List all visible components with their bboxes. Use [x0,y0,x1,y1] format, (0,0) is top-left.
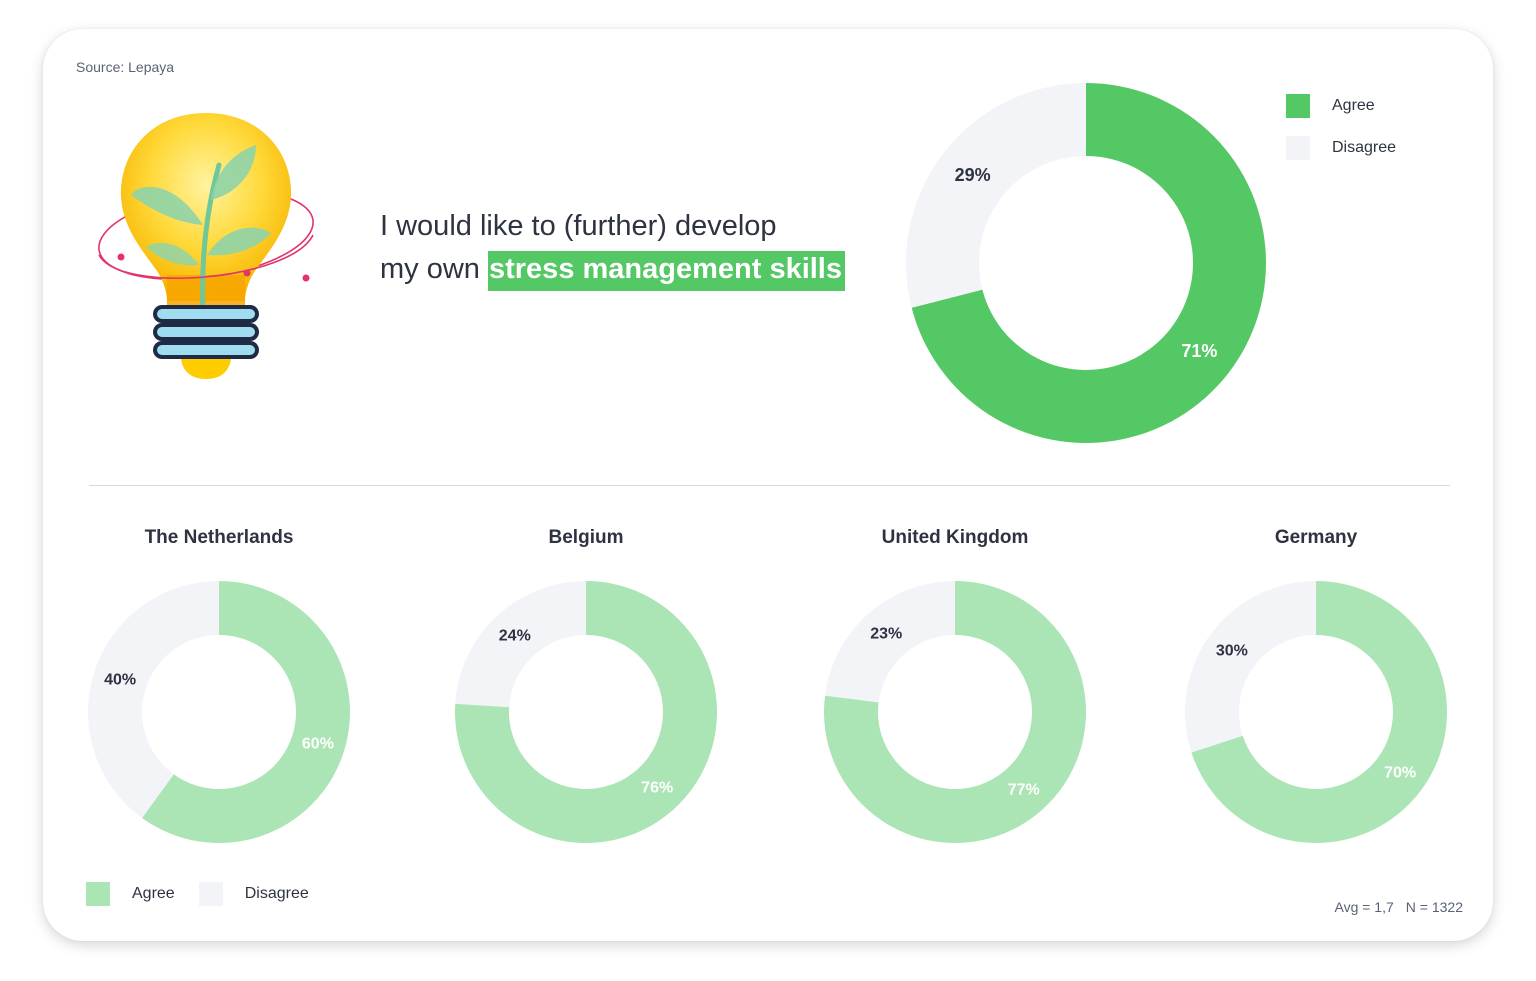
legend-disagree-label: Disagree [1332,139,1397,156]
survey-card: Source: Lepaya [43,29,1493,941]
overall-donut-svg: 71% 29% [906,83,1266,444]
source-label: Source: Lepaya [76,59,175,75]
sample-size: N = 1322 [1405,899,1463,915]
average-score: Avg = 1,7 [1334,899,1394,915]
section-divider [89,485,1450,486]
disagree-swatch [1286,136,1310,160]
lightbulb-plant-icon [98,113,314,379]
slice-label-disagree: 29% [955,165,991,185]
legend-disagree-label: Disagree [244,885,309,902]
headline-line-1: I would like to (further) develop [380,210,777,242]
slice-label-disagree: 40% [104,671,136,688]
country-chart-germany: Germany 70% 30% [1166,524,1466,852]
slice-disagree [1185,581,1316,753]
slice-agree [1191,581,1447,843]
question-headline: I would like to (further) develop my own… [380,205,845,291]
slice-disagree [825,581,955,703]
legend-item-disagree: Disagree [198,882,309,906]
slice-agree [455,581,717,843]
headline-line-2: my own stress management skills [380,248,845,291]
agree-swatch [86,882,110,906]
legend-bottom: Agree Disagree [86,882,333,906]
country-chart-belgium: Belgium 76% 24% [436,524,736,852]
slice-label-disagree: 24% [499,628,531,645]
agree-swatch [1286,94,1310,118]
disagree-swatch [198,882,223,906]
country-title: Belgium [548,527,624,548]
slice-label-agree: 70% [1384,765,1416,782]
overall-donut-chart: 71% 29% [901,78,1271,448]
slice-label-disagree: 23% [870,625,902,642]
legend-agree-label: Agree [1332,97,1375,114]
legend-item-agree: Agree [1286,85,1396,127]
slice-agree [911,83,1266,444]
headline-prefix: my own [380,253,488,285]
country-chart-netherlands: The Netherlands 60% 40% [69,524,369,852]
slice-label-agree: 71% [1181,341,1217,361]
legend-top: Agree Disagree [1286,85,1396,169]
country-title: Germany [1274,527,1358,548]
country-title: United Kingdom [881,527,1029,548]
country-donut-svg: 76% 24% [455,581,717,843]
legend-agree-label: Agree [132,885,175,902]
country-title: The Netherlands [144,527,294,548]
slice-agree [824,581,1086,843]
headline-highlight: stress management skills [487,251,845,291]
country-donut-svg: 70% 30% [1185,581,1447,843]
country-donut-svg: 60% 40% [88,581,351,843]
slice-label-agree: 76% [641,779,673,796]
slice-disagree [906,83,1086,308]
survey-stats: Avg = 1,7 N = 1322 [1334,899,1463,915]
slice-label-agree: 77% [1008,782,1040,799]
slice-label-agree: 60% [302,736,334,753]
legend-item-agree: Agree [86,882,175,906]
slice-disagree [88,581,219,818]
legend-item-disagree: Disagree [1286,127,1396,169]
country-donut-svg: 77% 23% [824,581,1086,843]
slice-disagree [455,581,586,708]
slice-agree [142,581,351,843]
country-chart-united-kingdom: United Kingdom 77% 23% [805,524,1105,852]
slice-label-disagree: 30% [1216,642,1248,659]
